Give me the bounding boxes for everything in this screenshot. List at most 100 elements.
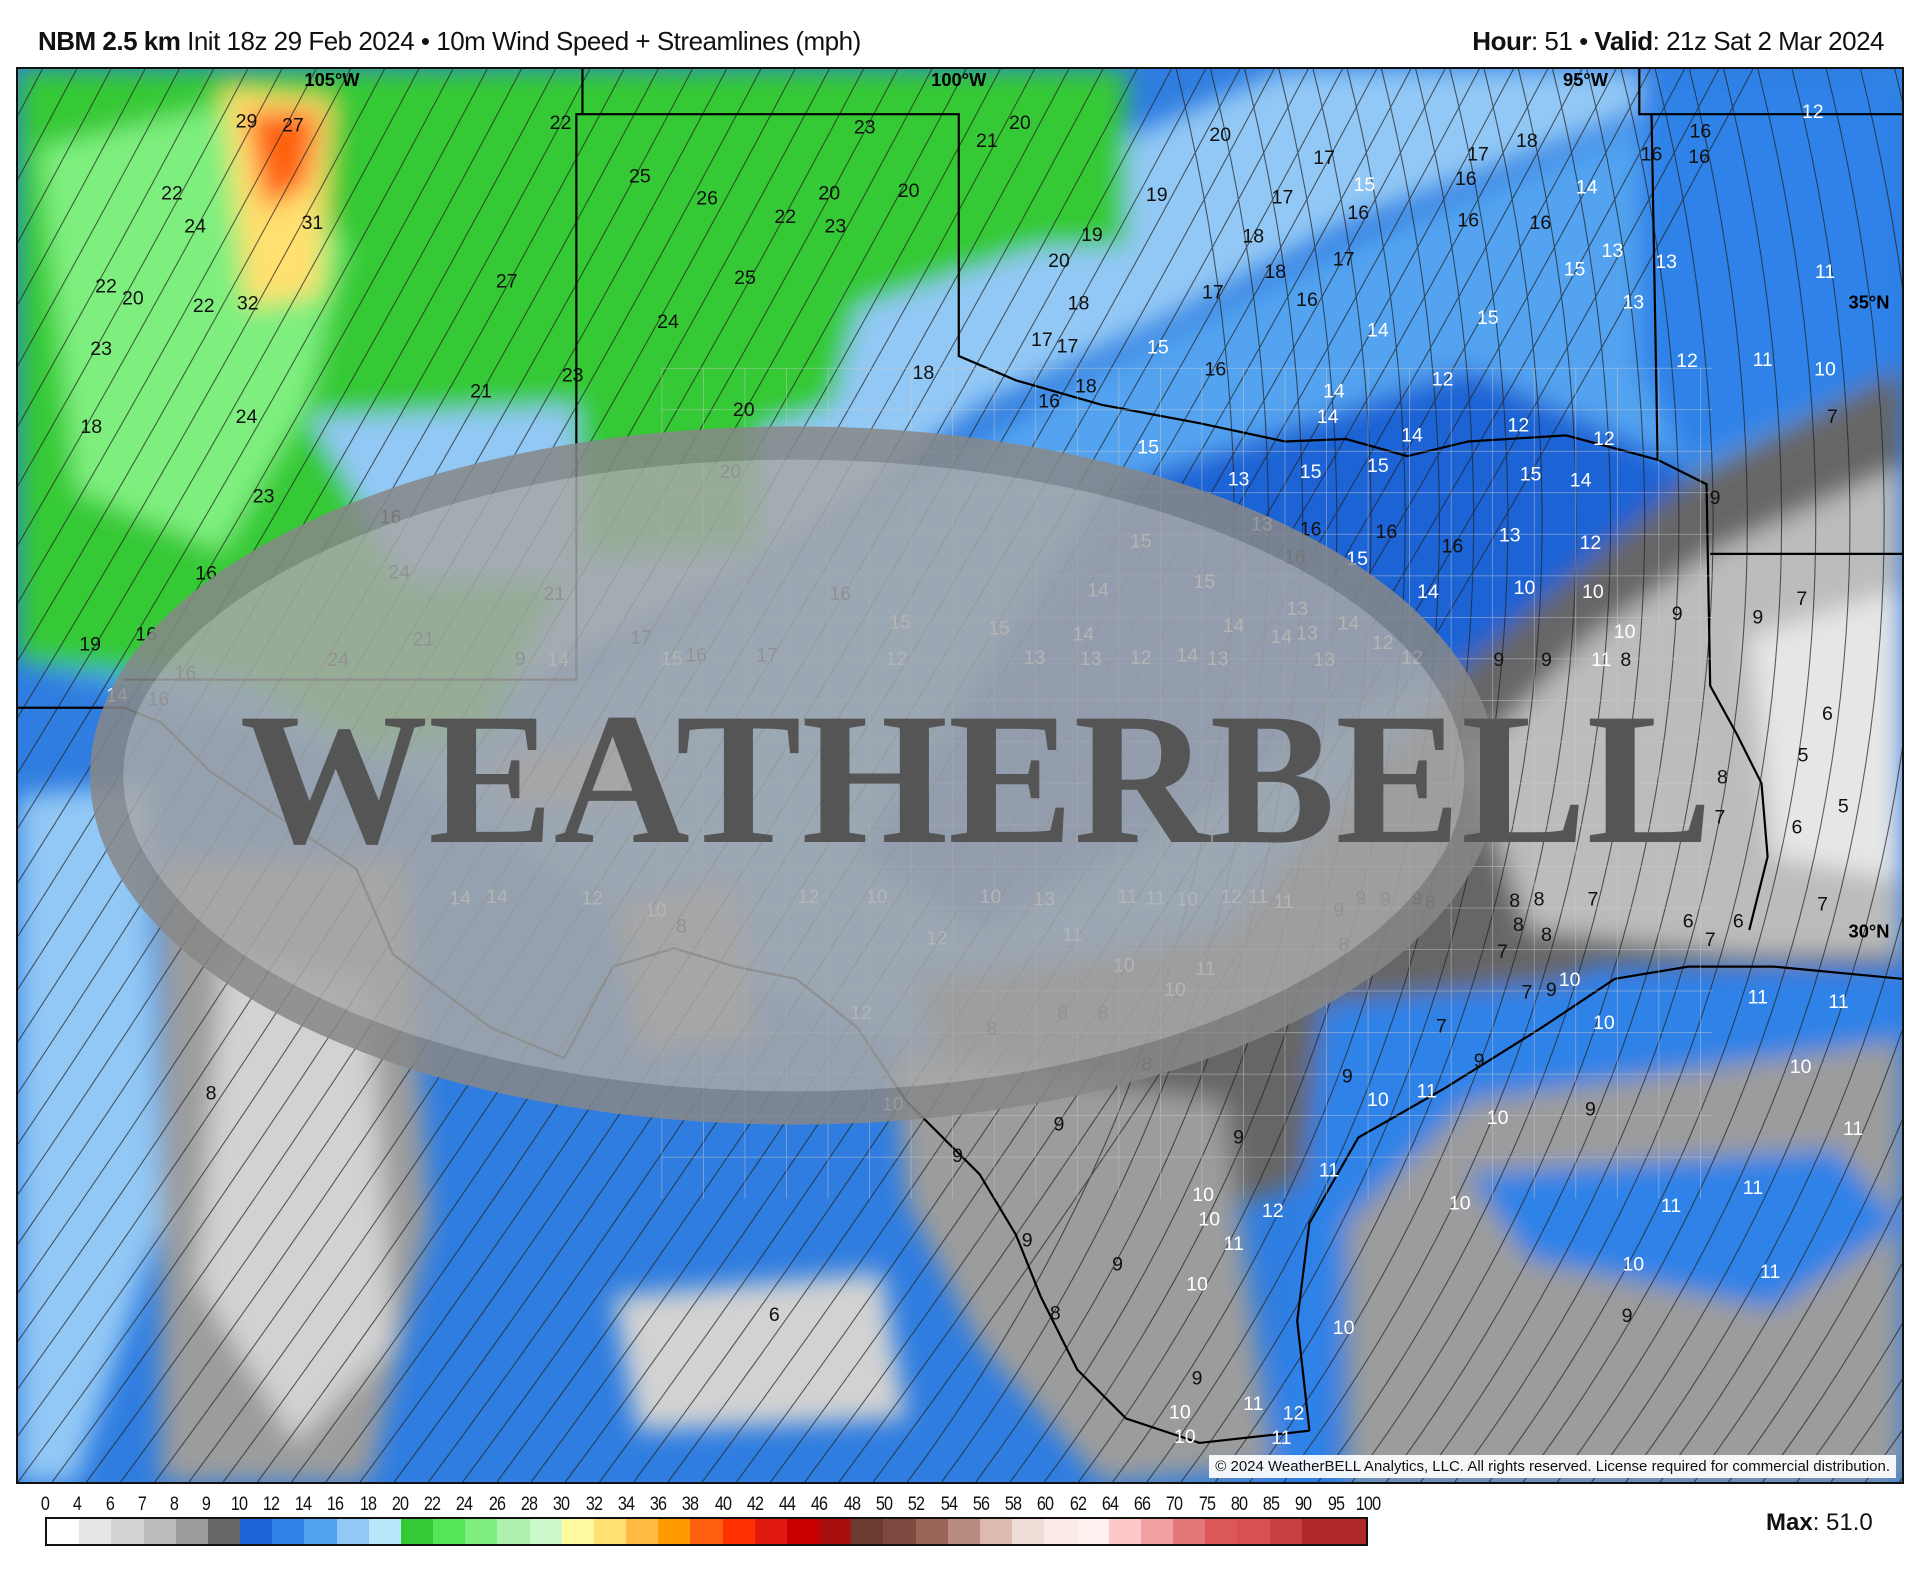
wind-value-label: 21 bbox=[976, 130, 998, 152]
wind-value-label: 10 bbox=[1367, 1089, 1389, 1111]
wind-value-label: 7 bbox=[1796, 588, 1807, 610]
wind-value-label: 16 bbox=[1038, 390, 1060, 412]
colorbar-tick-label: 6 bbox=[105, 1494, 114, 1515]
wind-value-label: 16 bbox=[1690, 120, 1712, 142]
wind-value-label: 8 bbox=[1513, 914, 1524, 936]
max-label: Max bbox=[1766, 1509, 1813, 1536]
wind-value-label: 11 bbox=[1417, 1080, 1437, 1102]
wind-value-label: 22 bbox=[161, 183, 183, 205]
wind-value-label: 20 bbox=[1209, 124, 1231, 146]
wind-value-label: 10 bbox=[1582, 581, 1604, 603]
wind-value-label: 13 bbox=[1622, 291, 1644, 313]
colorbar-swatch bbox=[336, 1519, 369, 1544]
wind-value-label: 10 bbox=[1198, 1209, 1220, 1231]
lat-label: 30°N bbox=[1849, 920, 1890, 941]
wind-value-label: 10 bbox=[1192, 1184, 1214, 1206]
wind-value-label: 9 bbox=[1585, 1099, 1596, 1121]
colorbar-swatch bbox=[690, 1519, 723, 1544]
wind-value-label: 18 bbox=[1075, 376, 1097, 398]
wind-value-label: 7 bbox=[1436, 1016, 1447, 1038]
streamline bbox=[18, 69, 214, 428]
wind-value-label: 17 bbox=[1467, 144, 1489, 166]
wind-value-label: 9 bbox=[1493, 649, 1504, 671]
streamline bbox=[1214, 69, 1543, 1482]
colorbar-swatch bbox=[47, 1519, 80, 1544]
wind-value-label: 11 bbox=[1828, 991, 1848, 1013]
separator: • bbox=[1579, 26, 1588, 56]
wind-value-label: 14 bbox=[1367, 319, 1389, 341]
wind-value-label: 22 bbox=[774, 206, 796, 228]
colorbar-tick-label: 44 bbox=[779, 1494, 796, 1515]
colorbar-tick-label: 12 bbox=[262, 1494, 280, 1515]
wind-value-label: 15 bbox=[1520, 464, 1542, 486]
colorbar-swatch bbox=[1269, 1519, 1302, 1544]
wind-value-label: 17 bbox=[1272, 186, 1294, 208]
wind-value-label: 17 bbox=[1202, 282, 1224, 304]
wind-value-label: 23 bbox=[253, 486, 275, 508]
wind-value-label: 20 bbox=[818, 183, 840, 205]
separator: • bbox=[420, 26, 430, 56]
wind-value-label: 8 bbox=[1050, 1303, 1061, 1325]
wind-value-label: 17 bbox=[1333, 249, 1355, 271]
colorbar-swatch bbox=[1108, 1519, 1141, 1544]
streamline bbox=[1249, 69, 1577, 1482]
colorbar-tick-label: 24 bbox=[456, 1494, 473, 1515]
colorbar-tick-label: 95 bbox=[1327, 1494, 1345, 1515]
colorbar bbox=[45, 1517, 1368, 1546]
streamline bbox=[18, 69, 488, 884]
svg-text:WEATHERBELL: WEATHERBELL bbox=[240, 674, 1713, 883]
wind-value-label: 5 bbox=[1838, 796, 1849, 818]
wind-value-label: 21 bbox=[470, 381, 492, 403]
colorbar-tick-label: 100 bbox=[1355, 1494, 1381, 1515]
wind-value-label: 9 bbox=[1541, 649, 1552, 671]
graticule-labels: 105°W 100°W 95°W 35°N 30°N bbox=[304, 69, 1889, 941]
wind-value-label: 14 bbox=[1570, 470, 1592, 492]
wind-value-label: 6 bbox=[1791, 817, 1802, 839]
wind-value-label: 16 bbox=[1376, 521, 1398, 543]
wind-value-label: 17 bbox=[1313, 147, 1335, 169]
colorbar-tick-label: 36 bbox=[649, 1494, 667, 1515]
wind-value-label: 23 bbox=[854, 117, 876, 139]
wind-value-label: 10 bbox=[1174, 1426, 1196, 1448]
streamline bbox=[1420, 69, 1748, 1482]
wind-value-label: 12 bbox=[1283, 1403, 1305, 1425]
wind-value-label: 22 bbox=[550, 112, 572, 134]
wind-value-label: 11 bbox=[1815, 261, 1835, 283]
wind-value-label: 14 bbox=[1401, 424, 1423, 446]
colorbar-tick-label: 60 bbox=[1037, 1494, 1054, 1515]
colorbar-tick-label: 62 bbox=[1069, 1494, 1086, 1515]
wind-value-label: 10 bbox=[1514, 577, 1536, 599]
colorbar-swatch bbox=[1301, 1519, 1334, 1544]
colorbar-tick-label: 0 bbox=[40, 1494, 50, 1515]
colorbar-tick-label: 48 bbox=[843, 1494, 861, 1515]
colorbar-tick-label: 32 bbox=[585, 1494, 602, 1515]
wind-value-label: 8 bbox=[1509, 890, 1520, 912]
colorbar-tick-label: 40 bbox=[714, 1494, 731, 1515]
colorbar-swatch bbox=[143, 1519, 176, 1544]
wind-value-label: 25 bbox=[629, 166, 651, 188]
wind-value-label: 18 bbox=[80, 416, 102, 438]
streamline bbox=[1283, 69, 1612, 1482]
wind-value-label: 13 bbox=[1228, 468, 1250, 490]
wind-value-label: 8 bbox=[1717, 766, 1728, 788]
wind-value-label: 9 bbox=[1233, 1127, 1244, 1149]
wind-value-label: 10 bbox=[1333, 1317, 1355, 1339]
hour-value: : 51 bbox=[1530, 26, 1573, 56]
wind-value-label: 20 bbox=[898, 180, 920, 202]
wind-value-label: 10 bbox=[1593, 1012, 1615, 1034]
colorbar-tick-label: 9 bbox=[202, 1494, 211, 1515]
colorbar-swatch bbox=[947, 1519, 980, 1544]
wind-value-label: 27 bbox=[496, 271, 518, 293]
wind-value-label: 31 bbox=[302, 212, 324, 234]
wind-value-label: 15 bbox=[1564, 258, 1586, 280]
wind-value-label: 7 bbox=[1497, 941, 1508, 963]
wind-value-label: 16 bbox=[1296, 289, 1318, 311]
streamline bbox=[1762, 1262, 1902, 1482]
wind-value-label: 16 bbox=[1455, 168, 1477, 190]
wind-value-label: 10 bbox=[1449, 1193, 1471, 1215]
product-name: 10m Wind Speed + Streamlines (mph) bbox=[436, 26, 861, 56]
colorbar-tick-label: 22 bbox=[424, 1494, 441, 1515]
wind-value-label: 7 bbox=[1521, 981, 1532, 1003]
wind-value-label: 24 bbox=[657, 311, 679, 333]
colorbar-swatch bbox=[851, 1519, 884, 1544]
